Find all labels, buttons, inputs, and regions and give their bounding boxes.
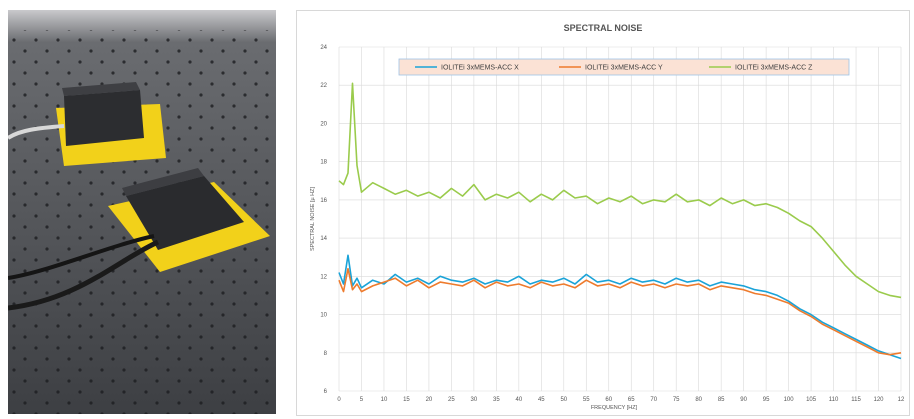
- x-tick-label: 110: [829, 397, 839, 403]
- x-tick-label: 75: [673, 397, 680, 403]
- x-axis-ticks: 0 5 10 15 20 25 30 35 40 45 50 55 60 65 70 75 80 85 90 95 10…: [337, 397, 905, 403]
- y-axis-title: SPECTRAL NOISE [µ HZ]: [310, 186, 316, 251]
- y-tick-label: 18: [320, 160, 327, 166]
- x-tick-label: 120: [874, 397, 885, 403]
- legend: IOLITEi 3xMEMS-ACC X IOLITEi 3xMEMS-ACC Y…: [398, 58, 850, 76]
- y-tick-label: 8: [324, 351, 328, 357]
- x-tick-label: 40: [515, 397, 522, 403]
- x-tick-label: 115: [851, 397, 861, 403]
- x-tick-label: 30: [471, 397, 478, 403]
- y-tick-label: 16: [320, 198, 327, 204]
- y-tick-label: 22: [320, 83, 327, 89]
- x-tick-label: 15: [403, 397, 410, 403]
- chart-title: SPECTRAL NOISE: [564, 23, 643, 33]
- y-tick-label: 24: [320, 45, 327, 51]
- x-tick-label: 20: [426, 397, 433, 403]
- chart-panel: SPECTRAL NOISE 6 8 10 12 14 16 18 20 22 24 0 5 10 15…: [296, 10, 910, 416]
- legend-box: [398, 58, 850, 76]
- device-photo: [8, 10, 276, 414]
- x-tick-label: 90: [740, 397, 747, 403]
- x-tick-label: 50: [560, 397, 567, 403]
- x-axis-title: FREQUENCY [HZ]: [591, 405, 638, 411]
- y-tick-label: 10: [320, 313, 327, 319]
- x-tick-label: 0: [337, 397, 341, 403]
- x-tick-label: 70: [650, 397, 657, 403]
- x-tick-label: 10: [381, 397, 388, 403]
- y-tick-label: 20: [320, 121, 327, 127]
- x-tick-label: 35: [493, 397, 500, 403]
- x-tick-label: 25: [448, 397, 455, 403]
- y-tick-label: 6: [324, 389, 328, 395]
- series-line-2: [338, 267, 902, 356]
- legend-label: IOLITEi 3xMEMS-ACC Y: [585, 65, 663, 72]
- x-tick-label: 55: [583, 397, 590, 403]
- x-tick-label: 45: [538, 397, 545, 403]
- spectral-noise-chart: SPECTRAL NOISE 6 8 10 12 14 16 18 20 22 24 0 5 10 15…: [310, 23, 905, 411]
- legend-label: IOLITEi 3xMEMS-ACC Z: [735, 65, 813, 72]
- series-lines: [338, 82, 902, 360]
- y-axis-ticks: 6 8 10 12 14 16 18 20 22 24: [320, 45, 327, 395]
- grid: [338, 46, 902, 392]
- x-tick-label: 95: [763, 397, 770, 403]
- series-line-3: [338, 82, 902, 299]
- series-line-1: [338, 254, 902, 360]
- x-tick-label: 60: [605, 397, 612, 403]
- photo-icon: [8, 10, 276, 414]
- legend-label: IOLITEi 3xMEMS-ACC X: [441, 65, 519, 72]
- x-tick-label: 80: [695, 397, 702, 403]
- x-tick-label: 65: [628, 397, 635, 403]
- x-tick-label: 100: [784, 397, 795, 403]
- x-tick-label: 5: [360, 397, 364, 403]
- x-tick-label: 105: [806, 397, 817, 403]
- y-tick-label: 14: [320, 236, 327, 242]
- x-tick-label: 85: [718, 397, 725, 403]
- y-tick-label: 12: [320, 274, 327, 280]
- x-tick-label: 12: [898, 397, 905, 403]
